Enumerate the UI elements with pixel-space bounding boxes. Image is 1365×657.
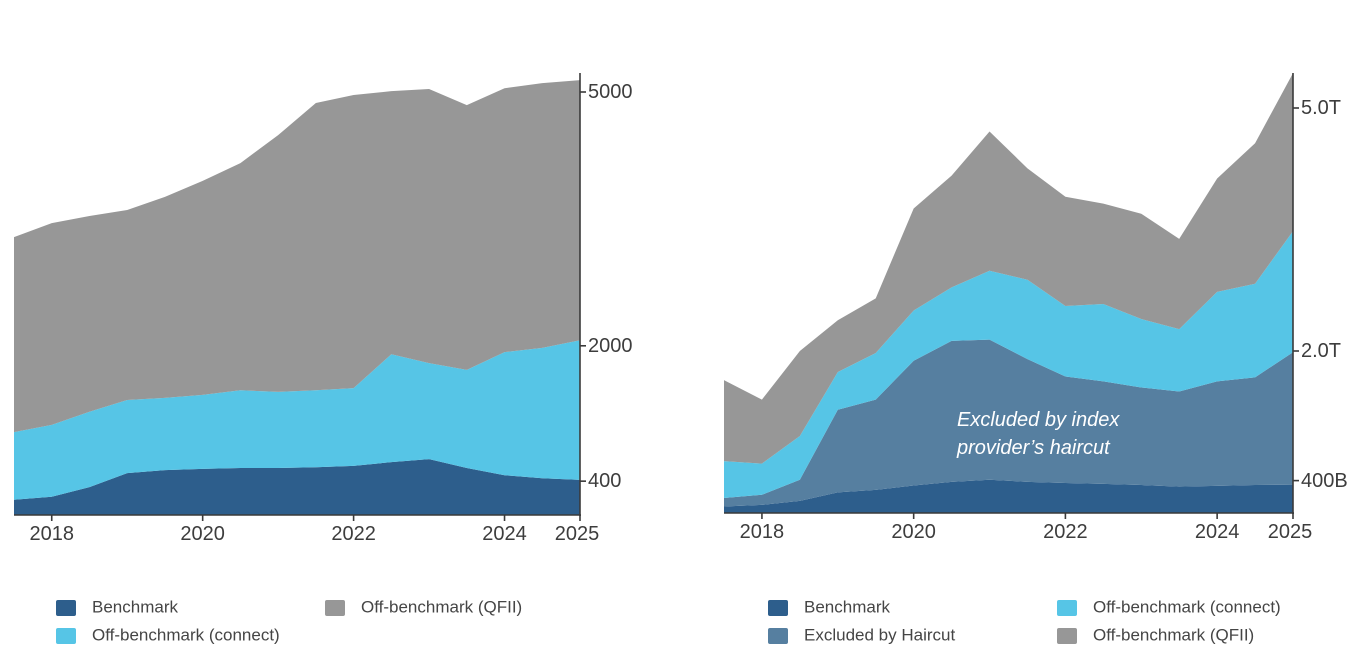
x-tick-label: 2018 <box>29 523 74 545</box>
y-tick-label: 400 <box>588 470 622 493</box>
area-benchmark <box>724 479 1293 513</box>
legend-label-excluded-by-haircut: Excluded by Haircut <box>804 625 956 645</box>
y-tick-label: 2.0T <box>1301 340 1342 362</box>
legend-label-off-benchmark-qfii: Off-benchmark (QFII) <box>1093 625 1255 645</box>
x-tick-label: 2022 <box>331 523 376 545</box>
x-tick-label: 2020 <box>891 521 936 543</box>
legend-swatch-off-benchmark-connect <box>1057 600 1077 616</box>
annotation-haircut: Excluded by index provider’s haircut <box>957 406 1119 462</box>
x-tick-label: 2025 <box>554 523 600 545</box>
legend-swatch-off-benchmark-qfii <box>1057 628 1077 644</box>
x-tick-label: 2024 <box>482 523 527 545</box>
area-benchmark <box>14 459 580 515</box>
legend-label-benchmark: Benchmark <box>92 597 178 617</box>
y-tick-label: 5.0T <box>1301 97 1342 119</box>
x-tick-label: 2025 <box>1267 521 1313 543</box>
y-tick-label: 2000 <box>588 334 633 357</box>
legend-swatch-off-benchmark-qfii <box>325 600 345 616</box>
area-off-benchmark-connect <box>724 231 1293 499</box>
area-off-benchmark-qfii <box>14 80 580 433</box>
x-tick-label: 2024 <box>1194 521 1240 543</box>
area-off-benchmark-qfii <box>724 73 1293 464</box>
legend-swatch-off-benchmark-connect <box>56 628 76 644</box>
legend-swatch-excluded-by-haircut <box>768 628 788 644</box>
legend-label-off-benchmark-connect: Off-benchmark (connect) <box>1093 597 1281 617</box>
x-tick-label: 2020 <box>180 523 225 545</box>
legend-label-benchmark: Benchmark <box>804 597 890 617</box>
x-tick-label: 2022 <box>1043 521 1088 543</box>
annotation-line-1: Excluded by index <box>957 409 1120 431</box>
legend-swatch-benchmark <box>56 600 76 616</box>
y-tick-label: 5000 <box>588 81 633 103</box>
annotation-line-2: provider’s haircut <box>957 437 1110 459</box>
area-excluded-by-haircut <box>724 339 1293 507</box>
y-tick-label: 400B <box>1301 469 1348 492</box>
legend-swatch-benchmark <box>768 600 788 616</box>
legend-label-off-benchmark-qfii: Off-benchmark (QFII) <box>361 597 523 617</box>
legend-label-off-benchmark-connect: Off-benchmark (connect) <box>92 625 280 645</box>
x-tick-label: 2018 <box>739 521 785 543</box>
area-off-benchmark-connect <box>14 340 580 500</box>
